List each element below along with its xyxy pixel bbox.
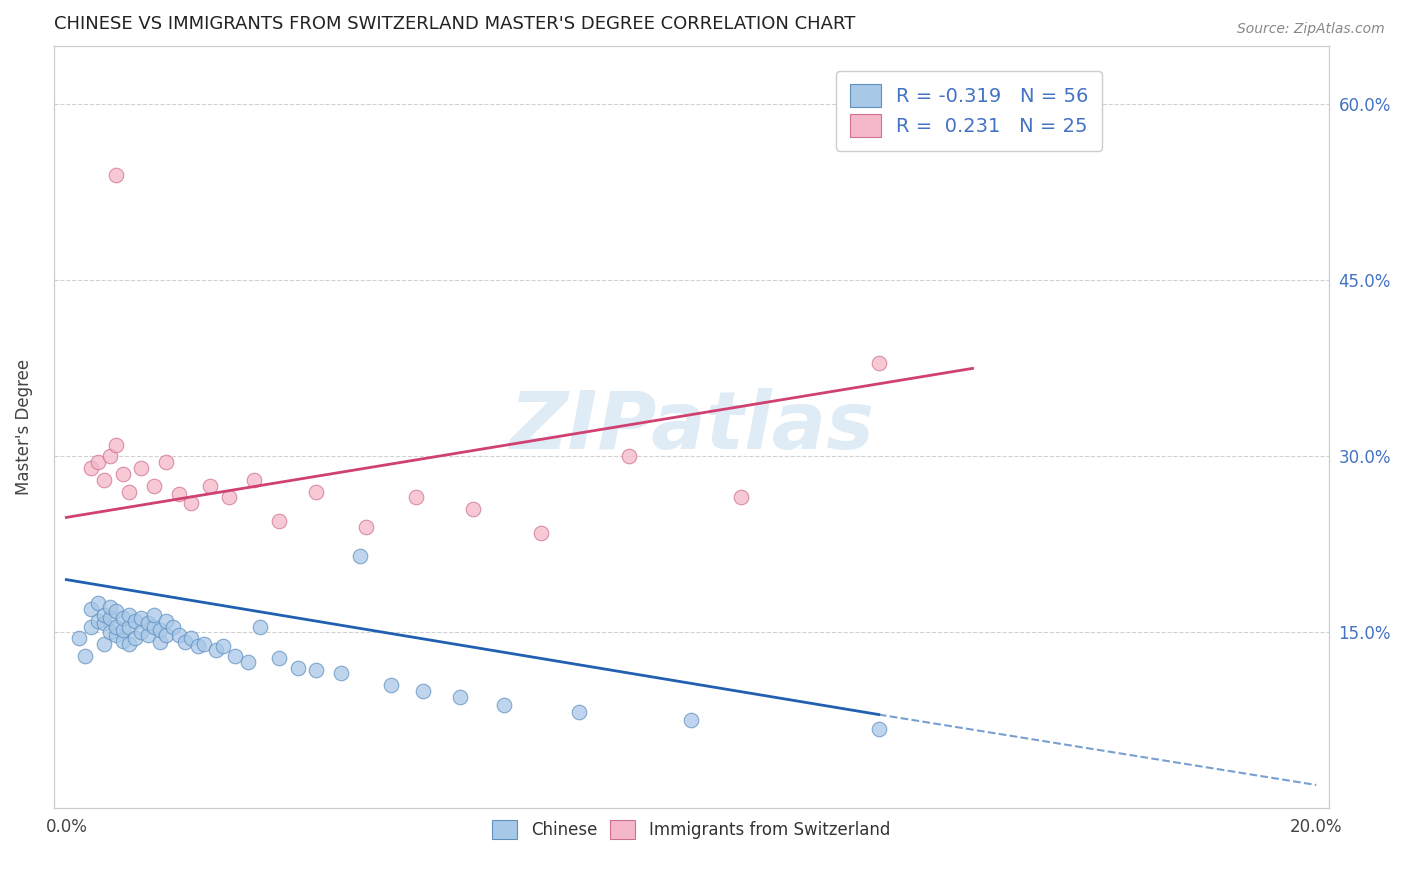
Point bbox=[111, 467, 134, 481]
Point bbox=[530, 525, 553, 540]
Point bbox=[211, 640, 233, 654]
Point bbox=[93, 473, 115, 487]
Point bbox=[136, 628, 159, 642]
Point bbox=[86, 596, 108, 610]
Point bbox=[249, 619, 271, 633]
Point bbox=[205, 643, 228, 657]
Point bbox=[174, 635, 197, 649]
Point bbox=[461, 502, 484, 516]
Point bbox=[617, 450, 640, 464]
Point bbox=[412, 684, 434, 698]
Point bbox=[111, 623, 134, 637]
Point bbox=[198, 479, 221, 493]
Point bbox=[67, 632, 90, 646]
Point bbox=[305, 484, 328, 499]
Point bbox=[568, 705, 591, 719]
Point bbox=[380, 678, 402, 692]
Point bbox=[118, 607, 141, 622]
Point bbox=[80, 602, 103, 616]
Point bbox=[162, 619, 184, 633]
Point bbox=[118, 637, 141, 651]
Point bbox=[167, 628, 190, 642]
Point bbox=[193, 637, 215, 651]
Text: Source: ZipAtlas.com: Source: ZipAtlas.com bbox=[1237, 22, 1385, 37]
Point bbox=[149, 623, 172, 637]
Point bbox=[167, 487, 190, 501]
Point bbox=[131, 625, 153, 640]
Point bbox=[305, 663, 328, 677]
Point bbox=[86, 614, 108, 628]
Point bbox=[93, 607, 115, 622]
Point bbox=[105, 168, 128, 182]
Point bbox=[356, 520, 378, 534]
Point bbox=[105, 628, 128, 642]
Legend: Chinese, Immigrants from Switzerland: Chinese, Immigrants from Switzerland bbox=[485, 814, 897, 846]
Point bbox=[681, 714, 703, 728]
Point bbox=[155, 455, 177, 469]
Text: CHINESE VS IMMIGRANTS FROM SWITZERLAND MASTER'S DEGREE CORRELATION CHART: CHINESE VS IMMIGRANTS FROM SWITZERLAND M… bbox=[53, 15, 855, 33]
Point bbox=[868, 722, 890, 736]
Point bbox=[105, 604, 128, 618]
Point bbox=[330, 666, 353, 681]
Point bbox=[187, 640, 209, 654]
Point bbox=[236, 655, 259, 669]
Point bbox=[124, 614, 146, 628]
Point bbox=[86, 455, 108, 469]
Point bbox=[111, 633, 134, 648]
Point bbox=[449, 690, 471, 704]
Point bbox=[118, 484, 141, 499]
Point bbox=[349, 549, 371, 563]
Y-axis label: Master's Degree: Master's Degree bbox=[15, 359, 32, 495]
Point bbox=[730, 491, 752, 505]
Point bbox=[80, 461, 103, 475]
Point bbox=[149, 635, 172, 649]
Point bbox=[131, 611, 153, 625]
Point bbox=[98, 611, 121, 625]
Point bbox=[93, 615, 115, 630]
Point bbox=[142, 607, 165, 622]
Point bbox=[868, 355, 890, 369]
Point bbox=[287, 660, 309, 674]
Point bbox=[136, 615, 159, 630]
Point bbox=[105, 619, 128, 633]
Point bbox=[105, 437, 128, 451]
Point bbox=[98, 599, 121, 614]
Point bbox=[180, 496, 202, 510]
Point bbox=[267, 514, 290, 528]
Point bbox=[155, 628, 177, 642]
Point bbox=[98, 450, 121, 464]
Point bbox=[224, 648, 246, 663]
Point bbox=[243, 473, 266, 487]
Point bbox=[93, 637, 115, 651]
Point bbox=[405, 491, 427, 505]
Point bbox=[492, 698, 515, 713]
Text: ZIPatlas: ZIPatlas bbox=[509, 388, 873, 466]
Point bbox=[111, 611, 134, 625]
Point bbox=[180, 632, 202, 646]
Point bbox=[131, 461, 153, 475]
Point bbox=[155, 614, 177, 628]
Point bbox=[98, 625, 121, 640]
Point bbox=[142, 479, 165, 493]
Point bbox=[218, 491, 240, 505]
Point bbox=[124, 632, 146, 646]
Point bbox=[267, 651, 290, 665]
Point bbox=[118, 619, 141, 633]
Point bbox=[142, 619, 165, 633]
Point bbox=[80, 619, 103, 633]
Point bbox=[75, 648, 97, 663]
